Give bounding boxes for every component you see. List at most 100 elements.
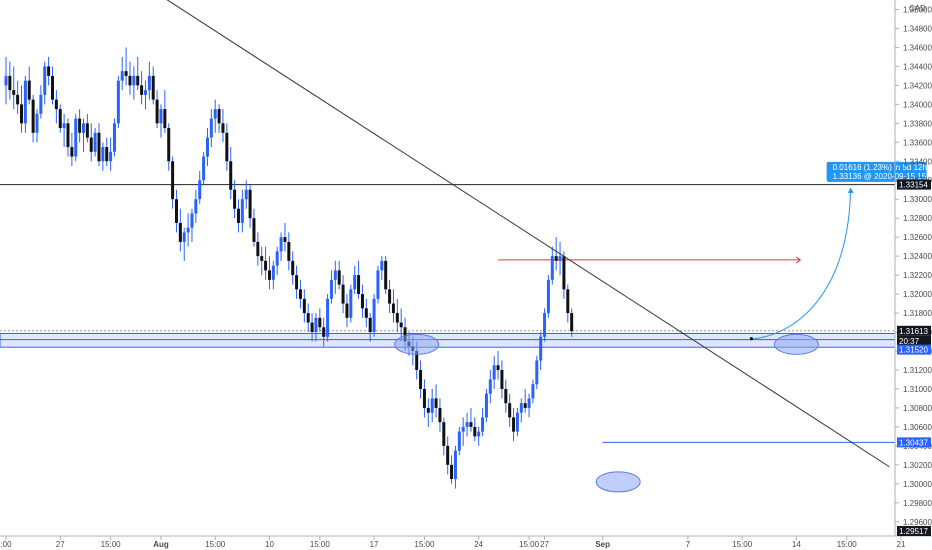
candle-body bbox=[120, 71, 124, 81]
candle-body bbox=[58, 109, 62, 129]
candle-body bbox=[461, 426, 465, 432]
candle-body bbox=[446, 445, 450, 465]
candle-body bbox=[469, 422, 473, 427]
currency-label: CAD bbox=[909, 4, 926, 13]
candle-body bbox=[167, 128, 171, 162]
candle-body bbox=[66, 123, 70, 148]
candle-body bbox=[217, 109, 221, 124]
candle-body bbox=[116, 80, 120, 124]
candle-body bbox=[298, 289, 302, 299]
candle-body bbox=[74, 118, 78, 157]
candle-body bbox=[558, 256, 562, 261]
candle-body bbox=[178, 222, 182, 242]
time-axis[interactable]: :00 27 15:00 Aug 15:00 10 15:00 17 15:00 24 15:00 2… bbox=[0, 535, 932, 549]
price-tick-label: 1.32600 bbox=[903, 233, 932, 242]
candle-body bbox=[202, 156, 206, 181]
candle-body bbox=[384, 260, 388, 290]
time-tick-label: 21 bbox=[897, 540, 906, 549]
price-tick-label: 1.30800 bbox=[903, 404, 932, 413]
price-tick-label: 1.32400 bbox=[903, 252, 932, 261]
candle-body bbox=[314, 317, 318, 333]
candle-body bbox=[364, 308, 368, 318]
candle-body bbox=[322, 327, 326, 337]
highlight-ellipse[interactable] bbox=[773, 333, 819, 355]
price-tick-label: 1.35000 bbox=[903, 5, 932, 14]
candle-body bbox=[279, 237, 283, 252]
time-tick-label: 7 bbox=[686, 540, 691, 549]
horizontal-lines[interactable] bbox=[0, 184, 895, 443]
candle-body bbox=[295, 275, 299, 290]
candle-body bbox=[23, 80, 27, 124]
candle-body bbox=[194, 199, 198, 214]
candle-body bbox=[132, 75, 136, 86]
candle-body bbox=[163, 109, 167, 129]
candle-body bbox=[256, 241, 260, 257]
price-tick-label: 1.34000 bbox=[903, 100, 932, 109]
candle-body bbox=[78, 118, 82, 133]
candle-body bbox=[93, 132, 97, 152]
price-tick-label: 1.29800 bbox=[903, 499, 932, 508]
time-tick-label: 24 bbox=[474, 540, 483, 549]
candle-body bbox=[442, 422, 446, 446]
candle-body bbox=[357, 275, 361, 295]
price-tag-label: 1.33154 bbox=[899, 181, 928, 190]
candle-body bbox=[213, 109, 217, 119]
time-tick-label: 10 bbox=[265, 540, 274, 549]
candle-body bbox=[105, 147, 109, 162]
price-tick-label: 1.31000 bbox=[903, 385, 932, 394]
candle-body bbox=[31, 99, 35, 133]
candle-body bbox=[399, 322, 403, 328]
highlight-ellipse[interactable] bbox=[394, 333, 440, 355]
price-tick-label: 1.29600 bbox=[903, 518, 932, 527]
price-tick-label: 1.34400 bbox=[903, 62, 932, 71]
candle-body bbox=[70, 147, 74, 157]
time-tick-label: :00 bbox=[0, 540, 12, 549]
projection-tooltip bbox=[826, 161, 927, 182]
projection-curve[interactable] bbox=[753, 187, 852, 340]
candle-body bbox=[47, 66, 51, 76]
candle-body bbox=[101, 147, 105, 162]
candle-body bbox=[481, 417, 485, 432]
candle-body bbox=[496, 365, 500, 370]
candle-body bbox=[124, 71, 128, 76]
candle-body bbox=[349, 289, 353, 318]
candle-body bbox=[12, 90, 16, 95]
candle-body bbox=[570, 313, 574, 332]
time-tick-label: 17 bbox=[370, 540, 379, 549]
candle-body bbox=[27, 80, 31, 100]
candle-body bbox=[388, 289, 392, 304]
candle-body bbox=[171, 161, 175, 200]
candle-body bbox=[275, 251, 279, 266]
price-tag bbox=[897, 325, 931, 336]
candle-body bbox=[229, 161, 233, 190]
candle-body bbox=[368, 317, 372, 333]
candle-body bbox=[54, 99, 58, 110]
candle-body bbox=[310, 322, 314, 333]
support-zone-rect[interactable] bbox=[0, 332, 896, 348]
candle-body bbox=[566, 289, 570, 314]
candle-body bbox=[337, 270, 341, 285]
candle-body bbox=[240, 199, 244, 223]
price-tick-label: 1.34800 bbox=[903, 24, 932, 33]
downtrend-line[interactable] bbox=[6, 0, 890, 468]
candle-body bbox=[318, 317, 322, 328]
price-tick-label: 1.34600 bbox=[903, 43, 932, 52]
candle-body bbox=[372, 298, 376, 333]
candle-body bbox=[143, 90, 147, 95]
highlight-ellipse[interactable] bbox=[595, 471, 641, 493]
price-tick-label: 1.33400 bbox=[903, 157, 932, 166]
support-zone[interactable] bbox=[0, 332, 896, 348]
candle-body bbox=[151, 75, 155, 100]
candle-body bbox=[81, 123, 85, 133]
candle-body bbox=[438, 407, 442, 423]
candle-body bbox=[209, 118, 213, 138]
candle-body bbox=[419, 369, 423, 389]
candle-body bbox=[500, 369, 504, 389]
price-tick-label: 1.32800 bbox=[903, 214, 932, 223]
candle-body bbox=[434, 398, 438, 408]
candle-body bbox=[473, 426, 477, 437]
